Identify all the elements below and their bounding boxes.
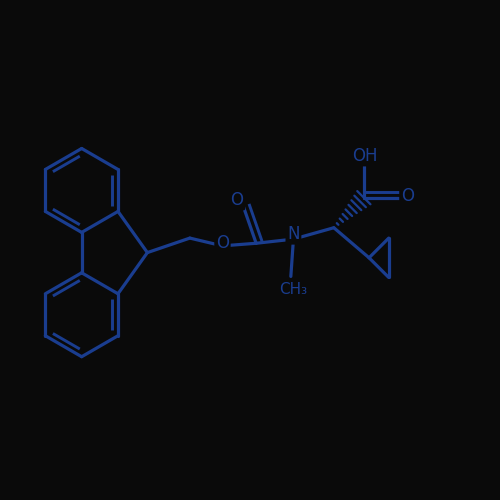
Text: CH₃: CH₃: [280, 282, 307, 296]
Text: O: O: [216, 234, 229, 252]
Text: OH: OH: [352, 146, 378, 164]
Text: N: N: [287, 225, 300, 243]
Text: O: O: [401, 186, 414, 204]
Text: O: O: [230, 191, 243, 209]
